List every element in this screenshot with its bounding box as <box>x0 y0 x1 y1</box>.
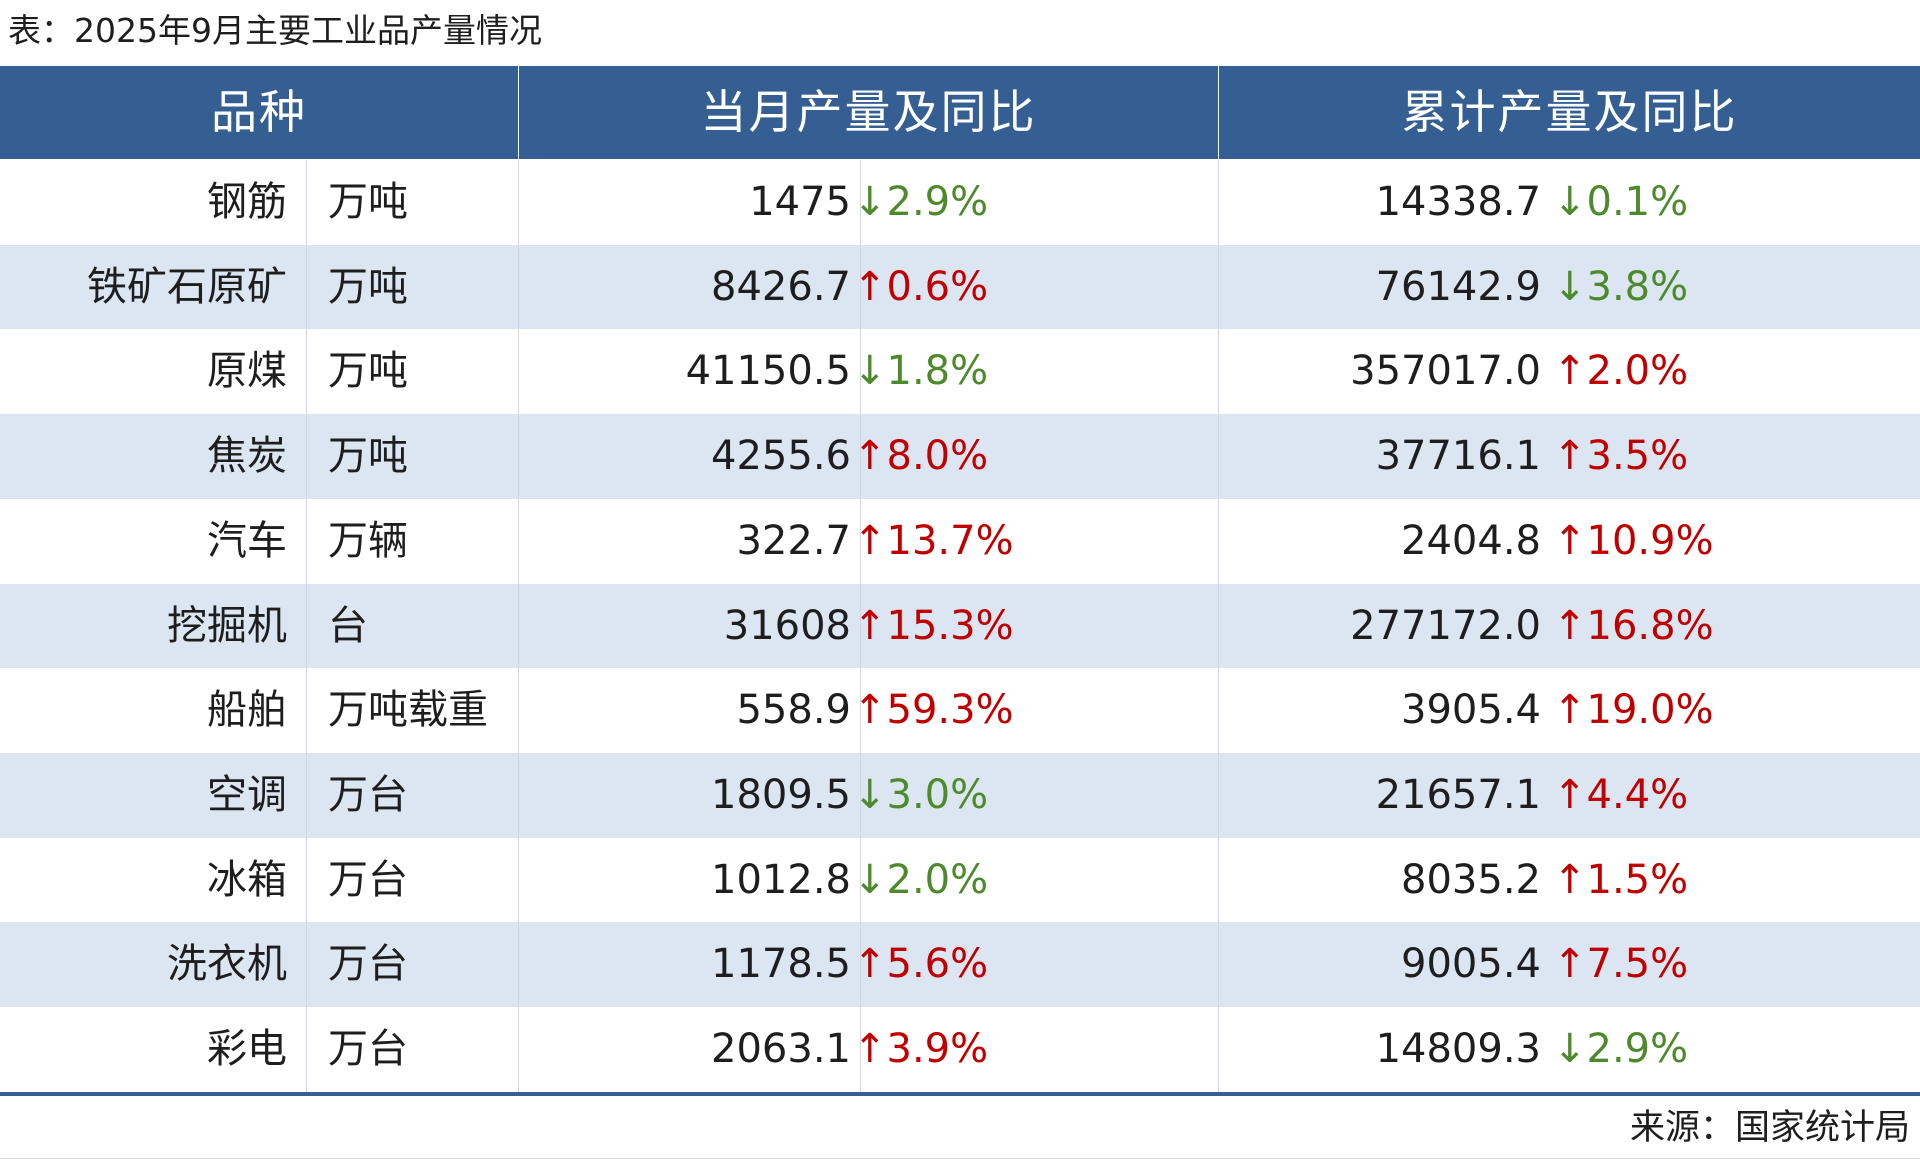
total-change: ↑2.0% <box>1553 348 1689 395</box>
item-unit: 万吨 <box>328 179 408 225</box>
item-unit: 万吨 <box>328 263 408 310</box>
item-unit: 万吨 <box>328 348 408 395</box>
total-value: 76142.9 <box>1375 263 1541 310</box>
month-value: 8426.7 <box>711 263 851 310</box>
total-value: 8035.2 <box>1401 856 1541 903</box>
row-background <box>0 414 1920 499</box>
header-text: 当月产量及同比 <box>700 85 1037 139</box>
item-name: 汽车 <box>207 517 287 564</box>
row-background <box>0 837 1920 923</box>
total-value: 9005.4 <box>1401 941 1541 988</box>
item-name: 冰箱 <box>207 856 287 903</box>
total-value: 14809.3 <box>1375 1026 1541 1072</box>
total-value: 37716.1 <box>1375 433 1541 480</box>
row-background <box>0 583 1920 669</box>
total-value: 3905.4 <box>1401 687 1541 734</box>
total-change: ↓3.8% <box>1553 263 1689 310</box>
item-unit: 台 <box>328 602 368 649</box>
total-value: 357017.0 <box>1350 348 1541 395</box>
table-title: 表：2025年9月主要工业品产量情况 <box>8 11 542 50</box>
total-change: ↓2.9% <box>1553 1026 1689 1072</box>
month-value: 322.7 <box>736 517 851 564</box>
header-cell <box>519 66 1218 159</box>
total-value: 277172.0 <box>1350 602 1541 649</box>
header-text: 累计产量及同比 <box>1401 85 1738 139</box>
month-change: ↑8.0% <box>853 433 989 480</box>
month-value: 4255.6 <box>711 433 851 480</box>
total-value: 14338.7 <box>1375 179 1541 225</box>
item-unit: 万台 <box>328 941 408 988</box>
total-value: 21657.1 <box>1375 771 1541 818</box>
month-value: 1012.8 <box>711 856 851 903</box>
source-note: 来源：国家统计局 <box>1629 1108 1910 1148</box>
header-text: 品种 <box>211 85 307 139</box>
month-change: ↑3.9% <box>853 1026 989 1072</box>
column-divider <box>1218 160 1219 1092</box>
column-divider <box>306 160 307 1092</box>
month-change: ↓2.0% <box>853 856 989 903</box>
header-cell <box>0 66 518 159</box>
header-divider <box>1218 66 1219 159</box>
month-value: 2063.1 <box>711 1026 851 1072</box>
item-name: 挖掘机 <box>167 602 287 649</box>
row-background <box>0 329 1920 415</box>
total-change: ↓0.1% <box>1553 179 1689 225</box>
item-name: 船舶 <box>207 687 287 734</box>
item-name: 铁矿石原矿 <box>87 263 287 310</box>
row-background <box>0 498 1920 584</box>
total-change: ↑1.5% <box>1553 856 1689 903</box>
item-name: 彩电 <box>207 1026 287 1072</box>
month-change: ↑13.7% <box>853 517 1014 564</box>
month-value: 1178.5 <box>711 941 851 988</box>
month-value: 1475 <box>749 179 851 225</box>
row-background <box>0 160 1920 245</box>
column-divider <box>518 160 519 1092</box>
row-background <box>0 752 1920 838</box>
page-bottom-rule <box>0 1158 1920 1159</box>
month-value: 41150.5 <box>685 348 851 395</box>
month-value: 1809.5 <box>711 771 851 818</box>
header-divider <box>518 66 519 159</box>
table-bottom-rule <box>0 1091 1920 1096</box>
month-change: ↑15.3% <box>853 602 1014 649</box>
total-change: ↑7.5% <box>1553 941 1689 988</box>
month-value: 558.9 <box>736 687 851 734</box>
total-change: ↑19.0% <box>1553 687 1714 734</box>
item-unit: 万台 <box>328 771 408 818</box>
total-change: ↑3.5% <box>1553 433 1689 480</box>
item-unit: 万台 <box>328 856 408 903</box>
month-change: ↑5.6% <box>853 941 989 988</box>
total-change: ↑10.9% <box>1553 517 1714 564</box>
month-change: ↑0.6% <box>853 263 989 310</box>
item-name: 洗衣机 <box>167 941 287 988</box>
header-cell <box>1219 66 1920 159</box>
total-change: ↑4.4% <box>1553 771 1689 818</box>
row-background <box>0 1007 1920 1092</box>
row-background <box>0 668 1920 753</box>
item-name: 钢筋 <box>207 179 287 225</box>
item-unit: 万台 <box>328 1026 408 1072</box>
column-divider <box>860 160 861 1092</box>
item-unit: 万辆 <box>328 517 408 564</box>
item-unit: 万吨载重 <box>328 687 488 734</box>
month-change: ↑59.3% <box>853 687 1014 734</box>
total-value: 2404.8 <box>1401 517 1541 564</box>
item-name: 原煤 <box>207 348 287 395</box>
month-change: ↓2.9% <box>853 179 989 225</box>
month-change: ↓1.8% <box>853 348 989 395</box>
month-value: 31608 <box>723 602 851 649</box>
item-name: 焦炭 <box>207 433 287 480</box>
total-change: ↑16.8% <box>1553 602 1714 649</box>
row-background <box>0 244 1920 330</box>
item-unit: 万吨 <box>328 433 408 480</box>
month-change: ↓3.0% <box>853 771 989 818</box>
item-name: 空调 <box>207 771 287 818</box>
row-background <box>0 922 1920 1007</box>
